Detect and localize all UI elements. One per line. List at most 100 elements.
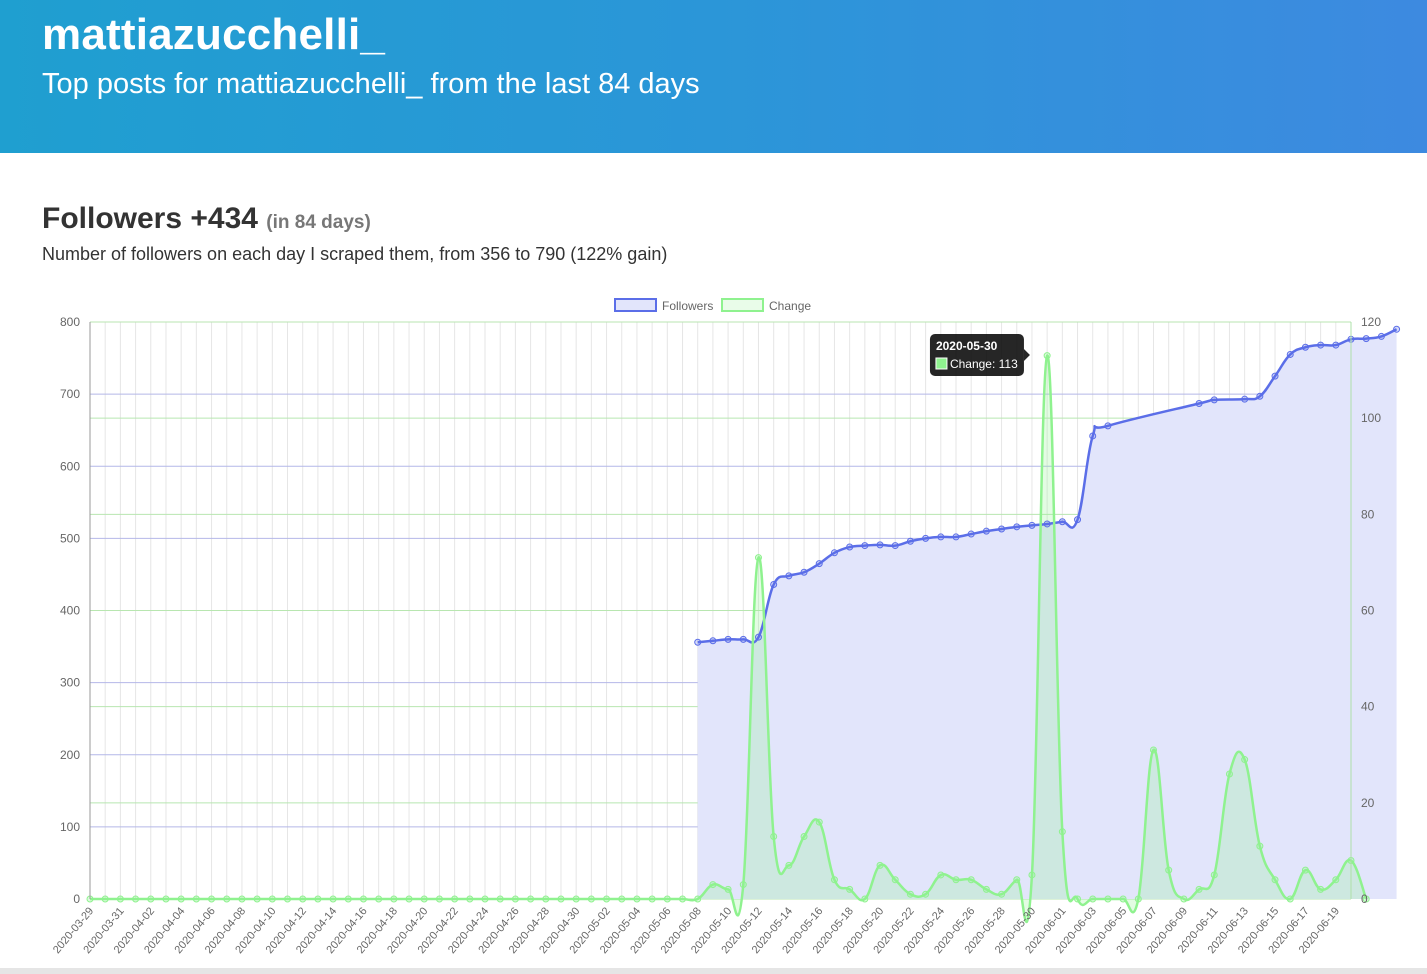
page-header: mattiazucchelli_ Top posts for mattiazuc… bbox=[0, 0, 1427, 153]
left-axis-tick-label: 700 bbox=[60, 387, 80, 401]
data-point-change bbox=[618, 895, 626, 903]
data-point-change bbox=[724, 885, 732, 893]
data-point-change bbox=[663, 895, 671, 903]
data-point-change bbox=[815, 818, 823, 826]
data-point-followers bbox=[1089, 432, 1097, 440]
data-point-change bbox=[572, 895, 580, 903]
data-point-change bbox=[906, 890, 914, 898]
data-point-followers bbox=[785, 572, 793, 580]
left-axis-tick-label: 100 bbox=[60, 820, 80, 834]
legend-label-change: Change bbox=[769, 299, 811, 313]
data-point-change bbox=[1104, 895, 1112, 903]
data-point-change bbox=[344, 895, 352, 903]
data-point-change bbox=[1271, 876, 1279, 884]
chart-legend[interactable]: Followers Change bbox=[614, 298, 811, 313]
left-axis-tick-label: 800 bbox=[60, 315, 80, 329]
data-point-change bbox=[1013, 876, 1021, 884]
data-point-followers bbox=[1043, 520, 1051, 528]
data-point-change bbox=[922, 890, 930, 898]
data-point-change bbox=[770, 832, 778, 840]
data-point-followers bbox=[1104, 422, 1112, 430]
data-point-change bbox=[1362, 895, 1370, 903]
data-point-change bbox=[679, 895, 687, 903]
data-point-change bbox=[603, 895, 611, 903]
data-point-change bbox=[527, 895, 535, 903]
data-point-followers bbox=[1058, 518, 1066, 526]
data-point-change bbox=[648, 895, 656, 903]
chart-lines bbox=[89, 328, 1398, 924]
data-point-change bbox=[329, 895, 337, 903]
data-point-followers bbox=[1377, 332, 1385, 340]
data-point-followers bbox=[724, 635, 732, 643]
data-point-change bbox=[1225, 770, 1233, 778]
right-axis-tick-label: 40 bbox=[1361, 700, 1375, 714]
data-point-change bbox=[1165, 866, 1173, 874]
data-point-change bbox=[785, 861, 793, 869]
right-axis-tick-label: 80 bbox=[1361, 507, 1375, 521]
data-point-followers bbox=[1256, 392, 1264, 400]
data-point-followers bbox=[815, 560, 823, 568]
data-point-change bbox=[1256, 842, 1264, 850]
right-axis-tick-label: 20 bbox=[1361, 796, 1375, 810]
data-point-followers bbox=[922, 534, 930, 542]
right-axis-tick-label: 60 bbox=[1361, 604, 1375, 618]
data-point-followers bbox=[906, 537, 914, 545]
data-point-followers bbox=[754, 633, 762, 641]
data-point-followers bbox=[1301, 343, 1309, 351]
data-point-change bbox=[116, 895, 124, 903]
data-point-followers bbox=[1271, 372, 1279, 380]
data-point-change bbox=[481, 895, 489, 903]
data-point-followers bbox=[1210, 396, 1218, 404]
data-point-followers bbox=[694, 638, 702, 646]
bottom-scrollbar[interactable] bbox=[0, 968, 1427, 974]
data-point-followers bbox=[739, 635, 747, 643]
left-axis-tick-label: 300 bbox=[60, 676, 80, 690]
data-point-change bbox=[314, 895, 322, 903]
data-point-change bbox=[435, 895, 443, 903]
data-point-followers bbox=[1317, 341, 1325, 349]
data-point-followers bbox=[982, 527, 990, 535]
data-point-change bbox=[147, 895, 155, 903]
data-point-change bbox=[1043, 352, 1051, 360]
data-point-change bbox=[542, 895, 550, 903]
data-point-followers bbox=[967, 530, 975, 538]
data-point-change bbox=[1210, 871, 1218, 879]
data-point-followers bbox=[1332, 341, 1340, 349]
left-axis-tick-label: 0 bbox=[73, 892, 80, 906]
data-point-change bbox=[694, 895, 702, 903]
data-point-followers bbox=[1195, 400, 1203, 408]
data-point-change bbox=[253, 895, 261, 903]
followers-heading: Followers +434 (in 84 days) bbox=[42, 202, 371, 236]
data-point-followers bbox=[998, 525, 1006, 533]
data-point-change bbox=[268, 895, 276, 903]
data-point-change bbox=[1149, 746, 1157, 754]
data-point-change bbox=[1286, 895, 1294, 903]
left-axis-tick-label: 400 bbox=[60, 604, 80, 618]
data-point-followers bbox=[770, 581, 778, 589]
data-point-change bbox=[1301, 866, 1309, 874]
data-point-change bbox=[998, 890, 1006, 898]
data-point-change bbox=[1119, 895, 1127, 903]
chart-areas bbox=[90, 329, 1397, 922]
data-point-change bbox=[299, 895, 307, 903]
chart-points bbox=[86, 325, 1401, 903]
tooltip-date: 2020-05-30 bbox=[936, 339, 998, 353]
data-point-change bbox=[754, 554, 762, 562]
data-point-change bbox=[238, 895, 246, 903]
data-point-change bbox=[192, 895, 200, 903]
data-point-followers bbox=[1028, 521, 1036, 529]
data-point-change bbox=[587, 895, 595, 903]
data-point-followers bbox=[952, 533, 960, 541]
data-point-change bbox=[496, 895, 504, 903]
legend-swatch-followers bbox=[614, 298, 657, 312]
data-point-followers bbox=[937, 533, 945, 541]
data-point-change bbox=[846, 885, 854, 893]
data-point-change bbox=[830, 876, 838, 884]
followers-heading-text: Followers +434 bbox=[42, 202, 258, 235]
data-point-change bbox=[1317, 885, 1325, 893]
data-point-followers bbox=[1241, 395, 1249, 403]
data-point-change bbox=[375, 895, 383, 903]
data-point-change bbox=[132, 895, 140, 903]
data-point-change bbox=[937, 871, 945, 879]
data-point-change bbox=[739, 881, 747, 889]
